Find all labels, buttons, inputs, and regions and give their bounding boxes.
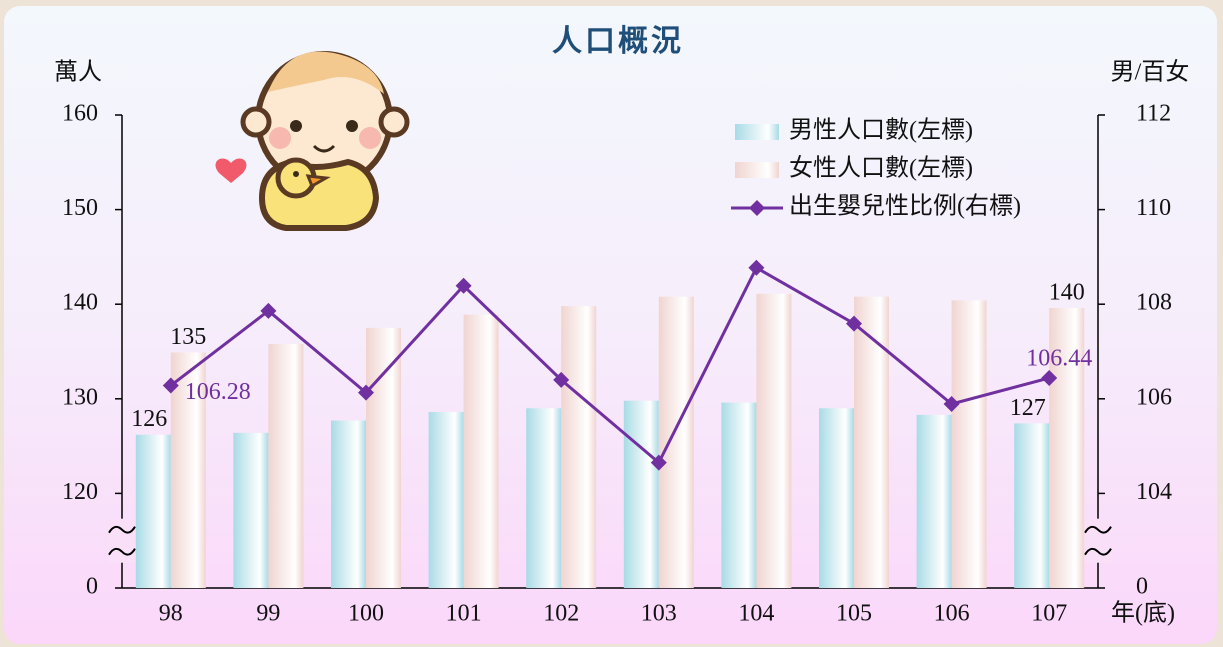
y-tick-label: 130 [62, 384, 98, 410]
bar [366, 328, 401, 588]
x-tick-label: 98 [159, 601, 183, 627]
data-label: 106.28 [185, 379, 251, 405]
x-tick-label: 102 [543, 601, 579, 627]
y-axis-label: 萬人 [54, 59, 102, 86]
x-tick-label: 105 [836, 601, 872, 627]
y2-tick-label: 0 [1136, 574, 1148, 600]
legend-swatch [735, 162, 779, 178]
legend-label: 出生嬰兒性比例(右標) [789, 193, 1021, 220]
x-tick-label: 101 [446, 601, 482, 627]
bar [1014, 423, 1049, 588]
bar [464, 315, 499, 588]
x-axis-label: 年(底) [1111, 600, 1175, 627]
x-tick-label: 100 [348, 601, 384, 627]
x-tick-label: 99 [256, 601, 280, 627]
chart: 人口概況 萬人 男/百女 年(底) 0 120 130 140 150 160 0 104 10… [0, 0, 1223, 647]
bar [854, 297, 889, 588]
data-label: 135 [170, 324, 206, 350]
y-tick-label: 120 [62, 479, 98, 505]
bar [659, 297, 694, 588]
y2-tick-label: 110 [1136, 195, 1171, 221]
data-label: 127 [1010, 395, 1046, 421]
bar [561, 306, 596, 588]
y-tick-label: 160 [62, 101, 98, 127]
y2-tick-label: 104 [1136, 479, 1172, 505]
y2-tick-label: 108 [1136, 290, 1172, 316]
y2-tick-label: 112 [1136, 101, 1171, 127]
bar [819, 408, 854, 588]
x-tick-label: 104 [738, 601, 774, 627]
y-tick-label: 140 [62, 290, 98, 316]
bar [526, 408, 561, 588]
x-tick-label: 103 [641, 601, 677, 627]
bar [917, 415, 952, 588]
bar [331, 421, 366, 588]
bar [268, 344, 303, 588]
axis-break-gap [108, 519, 136, 563]
x-tick-label: 106 [934, 601, 970, 627]
bar [952, 300, 987, 588]
y2-tick-label: 106 [1136, 384, 1172, 410]
data-label: 140 [1049, 279, 1085, 305]
chart-title: 人口概況 [552, 25, 684, 58]
y2-axis-label: 男/百女 [1111, 59, 1190, 86]
bar [429, 412, 464, 588]
legend-label: 女性人口數(左標) [789, 155, 973, 182]
bar [721, 403, 756, 588]
bar [624, 401, 659, 588]
bar [136, 435, 171, 588]
axis-break-gap [1084, 519, 1112, 563]
data-label: 106.44 [1026, 345, 1092, 371]
legend-swatch [735, 124, 779, 140]
y-tick-label: 0 [86, 574, 98, 600]
data-label: 126 [131, 406, 167, 432]
y-tick-label: 150 [62, 195, 98, 221]
bar [756, 294, 791, 588]
bar [233, 433, 268, 588]
x-tick-label: 107 [1031, 601, 1067, 627]
legend-label: 男性人口數(左標) [789, 117, 973, 144]
